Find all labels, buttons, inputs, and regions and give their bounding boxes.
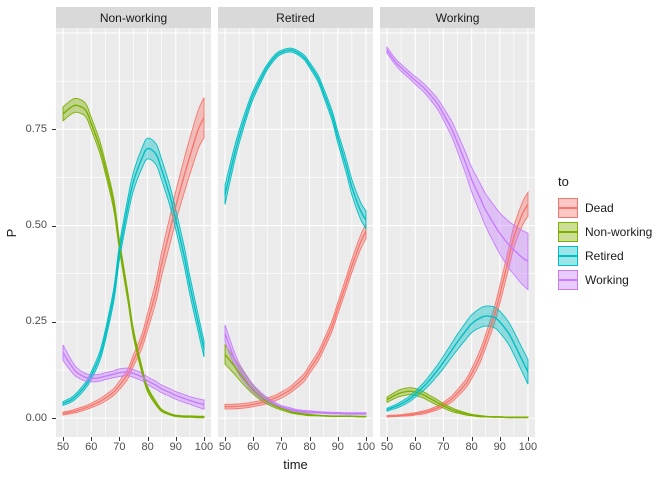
x-tick-mark bbox=[147, 437, 149, 441]
legend-label: Non-working bbox=[585, 225, 653, 239]
x-tick-mark bbox=[63, 437, 65, 441]
x-tick-label: 50 bbox=[380, 441, 394, 453]
x-tick-label: 100 bbox=[356, 441, 376, 453]
x-tick-label: 90 bbox=[169, 441, 182, 453]
legend-key-retired bbox=[558, 246, 578, 266]
y-tick-label: 0.25 bbox=[25, 315, 47, 328]
line-Dead bbox=[225, 231, 367, 408]
line-Retired bbox=[224, 49, 367, 221]
x-tick-mark bbox=[443, 437, 445, 441]
x-tick-mark bbox=[225, 437, 227, 441]
x-tick-mark bbox=[91, 437, 93, 441]
facet-strip-working: Working bbox=[380, 7, 535, 28]
legend: to Dead Non-working Retired Working bbox=[558, 174, 668, 294]
ribbon-Dead bbox=[386, 190, 529, 418]
legend-item-working: Working bbox=[558, 270, 668, 290]
y-tick-label: 0.50 bbox=[25, 219, 47, 232]
line-Dead bbox=[62, 117, 205, 415]
legend-key-line bbox=[559, 279, 577, 281]
line-Working bbox=[62, 352, 205, 406]
legend-label: Retired bbox=[585, 249, 624, 263]
y-tick-mark bbox=[52, 129, 56, 131]
line-Non-working bbox=[386, 390, 528, 419]
ribbon-Dead bbox=[62, 97, 205, 416]
x-tick-label: 60 bbox=[409, 441, 422, 453]
legend-label: Dead bbox=[585, 201, 614, 215]
ribbon-Non-working bbox=[386, 387, 529, 419]
x-tick-label: 70 bbox=[437, 441, 450, 453]
x-tick-label: 70 bbox=[113, 441, 126, 453]
x-tick-label: 90 bbox=[331, 441, 344, 453]
legend-label: Working bbox=[585, 273, 629, 287]
facet-strip-label: Non-working bbox=[99, 10, 168, 25]
legend-key-line bbox=[559, 207, 577, 209]
line-Working bbox=[224, 333, 366, 415]
x-tick-label: 50 bbox=[56, 441, 70, 453]
line-Non-working bbox=[224, 354, 366, 418]
x-tick-mark bbox=[337, 437, 339, 441]
facet-panel-retired bbox=[218, 28, 373, 437]
x-tick-label: 80 bbox=[465, 441, 478, 453]
x-axis-title: time bbox=[283, 457, 308, 472]
ribbon-Retired bbox=[386, 305, 529, 412]
line-Retired bbox=[62, 147, 205, 405]
y-tick-mark bbox=[52, 225, 56, 227]
ribbon-Working bbox=[386, 45, 529, 291]
x-tick-label: 90 bbox=[493, 441, 506, 453]
legend-key-working bbox=[558, 270, 578, 290]
panel-svg-Non-working bbox=[56, 28, 211, 437]
x-tick-mark bbox=[415, 437, 417, 441]
x-tick-label: 100 bbox=[518, 441, 538, 453]
line-Dead bbox=[387, 204, 529, 417]
legend-key-line bbox=[559, 231, 577, 233]
x-tick-mark bbox=[119, 437, 121, 441]
line-Retired bbox=[386, 315, 529, 411]
x-tick-mark bbox=[309, 437, 311, 441]
x-tick-mark bbox=[527, 437, 529, 441]
legend-item-non-working: Non-working bbox=[558, 222, 668, 242]
y-tick-mark bbox=[52, 321, 56, 323]
legend-item-retired: Retired bbox=[558, 246, 668, 266]
facet-panel-non-working bbox=[56, 28, 211, 437]
y-tick-label: 0.00 bbox=[25, 411, 47, 424]
legend-key-line bbox=[559, 255, 577, 257]
x-tick-mark bbox=[499, 437, 501, 441]
panel-svg-Retired bbox=[218, 28, 373, 437]
legend-key-dead bbox=[558, 198, 578, 218]
facet-panel-working bbox=[380, 28, 535, 437]
legend-item-dead: Dead bbox=[558, 198, 668, 218]
x-tick-label: 50 bbox=[218, 441, 232, 453]
ribbon-Working bbox=[62, 344, 205, 410]
ribbon-Non-working bbox=[62, 97, 205, 419]
x-tick-mark bbox=[281, 437, 283, 441]
ribbon-Retired bbox=[62, 137, 205, 407]
y-tick-label: 0.75 bbox=[25, 122, 47, 135]
x-tick-mark bbox=[365, 437, 367, 441]
x-tick-mark bbox=[471, 437, 473, 441]
line-Non-working bbox=[62, 104, 204, 418]
x-tick-mark bbox=[175, 437, 177, 441]
x-tick-mark bbox=[203, 437, 205, 441]
line-Working bbox=[386, 49, 529, 262]
x-tick-label: 80 bbox=[303, 441, 316, 453]
x-tick-mark bbox=[253, 437, 255, 441]
facet-strip-label: Working bbox=[435, 10, 480, 25]
legend-title: to bbox=[558, 174, 569, 189]
x-tick-label: 60 bbox=[247, 441, 260, 453]
ribbon-Dead bbox=[224, 223, 367, 410]
x-tick-label: 70 bbox=[275, 441, 288, 453]
x-tick-label: 60 bbox=[85, 441, 98, 453]
legend-key-non-working bbox=[558, 222, 578, 242]
panel-svg-Working bbox=[380, 28, 535, 437]
facet-strip-label: Retired bbox=[276, 10, 315, 25]
facet-strip-retired: Retired bbox=[218, 7, 373, 28]
x-tick-label: 80 bbox=[141, 441, 154, 453]
x-tick-label: 100 bbox=[194, 441, 214, 453]
y-tick-mark bbox=[52, 418, 56, 420]
facet-strip-non-working: Non-working bbox=[56, 7, 211, 28]
x-tick-mark bbox=[387, 437, 389, 441]
